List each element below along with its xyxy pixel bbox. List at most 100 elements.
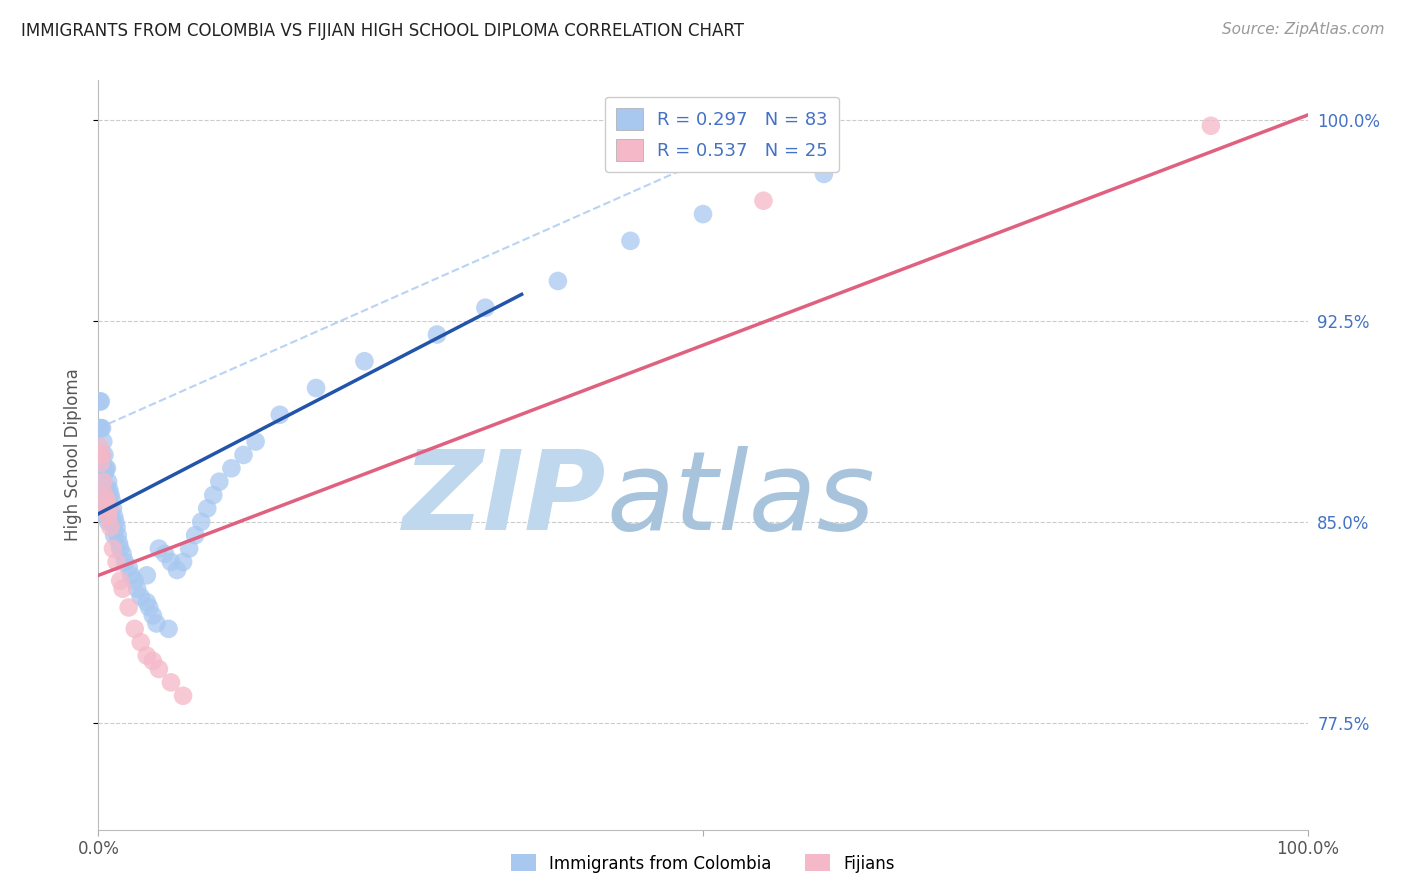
Point	[90, 475, 112, 489]
Point	[101, 541, 124, 556]
Point	[107, 528, 129, 542]
Point	[547, 274, 569, 288]
Point	[91, 501, 114, 516]
Point	[179, 541, 201, 556]
Point	[142, 608, 165, 623]
Point	[89, 394, 111, 409]
Legend: Immigrants from Colombia, Fijians: Immigrants from Colombia, Fijians	[505, 847, 901, 880]
Point	[135, 568, 157, 582]
Point	[91, 434, 114, 449]
Point	[96, 461, 118, 475]
Point	[138, 600, 160, 615]
Point	[93, 488, 115, 502]
Point	[90, 448, 112, 462]
Point	[1199, 119, 1222, 133]
Point	[87, 448, 110, 462]
Point	[90, 394, 112, 409]
Point	[172, 555, 194, 569]
Point	[105, 555, 128, 569]
Text: ZIP: ZIP	[402, 446, 606, 553]
Point	[118, 560, 141, 574]
Point	[100, 488, 122, 502]
Point	[104, 515, 127, 529]
Point	[129, 635, 152, 649]
Point	[619, 234, 641, 248]
Point	[148, 541, 170, 556]
Point	[89, 440, 111, 454]
Point	[103, 528, 125, 542]
Point	[172, 689, 194, 703]
Point	[89, 421, 111, 435]
Point	[89, 467, 111, 481]
Point	[94, 501, 117, 516]
Point	[108, 536, 131, 550]
Point	[202, 488, 225, 502]
Point	[148, 662, 170, 676]
Y-axis label: High School Diploma: High School Diploma	[63, 368, 82, 541]
Point	[118, 600, 141, 615]
Point	[91, 421, 114, 435]
Point	[100, 520, 122, 534]
Point	[97, 515, 120, 529]
Point	[96, 483, 118, 497]
Point	[208, 475, 231, 489]
Point	[114, 555, 136, 569]
Point	[91, 475, 114, 489]
Point	[97, 475, 120, 489]
Point	[269, 408, 291, 422]
Point	[97, 509, 120, 524]
Point	[160, 555, 183, 569]
Point	[184, 528, 207, 542]
Point	[93, 467, 115, 481]
Point	[153, 547, 176, 561]
Point	[474, 301, 496, 315]
Point	[135, 595, 157, 609]
Point	[129, 590, 152, 604]
Point	[87, 448, 110, 462]
Point	[166, 563, 188, 577]
Point	[190, 515, 212, 529]
Point	[91, 461, 114, 475]
Point	[145, 616, 167, 631]
Point	[87, 421, 110, 435]
Text: atlas: atlas	[606, 446, 875, 553]
Point	[89, 488, 111, 502]
Point	[98, 501, 121, 516]
Point	[108, 574, 131, 588]
Point	[93, 448, 115, 462]
Point	[100, 509, 122, 524]
Point	[98, 501, 121, 516]
Point	[94, 483, 117, 497]
Point	[135, 648, 157, 663]
Point	[96, 493, 118, 508]
Point	[127, 582, 149, 596]
Point	[157, 622, 180, 636]
Point	[91, 448, 114, 462]
Point	[96, 501, 118, 516]
Point	[353, 354, 375, 368]
Point	[221, 461, 243, 475]
Point	[103, 509, 125, 524]
Point	[160, 675, 183, 690]
Point	[91, 488, 114, 502]
Point	[100, 515, 122, 529]
Point	[91, 448, 114, 462]
Point	[101, 501, 124, 516]
Point	[100, 493, 122, 508]
Point	[108, 541, 131, 556]
Point	[245, 434, 267, 449]
Point	[142, 654, 165, 668]
Point	[195, 501, 218, 516]
Point	[426, 327, 449, 342]
Point	[89, 448, 111, 462]
Point	[305, 381, 328, 395]
Text: Source: ZipAtlas.com: Source: ZipAtlas.com	[1222, 22, 1385, 37]
Point	[94, 501, 117, 516]
Point	[111, 547, 134, 561]
Text: IMMIGRANTS FROM COLOMBIA VS FIJIAN HIGH SCHOOL DIPLOMA CORRELATION CHART: IMMIGRANTS FROM COLOMBIA VS FIJIAN HIGH …	[21, 22, 744, 40]
Point	[90, 456, 112, 470]
Point	[105, 520, 128, 534]
Point	[232, 448, 254, 462]
Point	[93, 488, 115, 502]
Point	[124, 574, 146, 588]
